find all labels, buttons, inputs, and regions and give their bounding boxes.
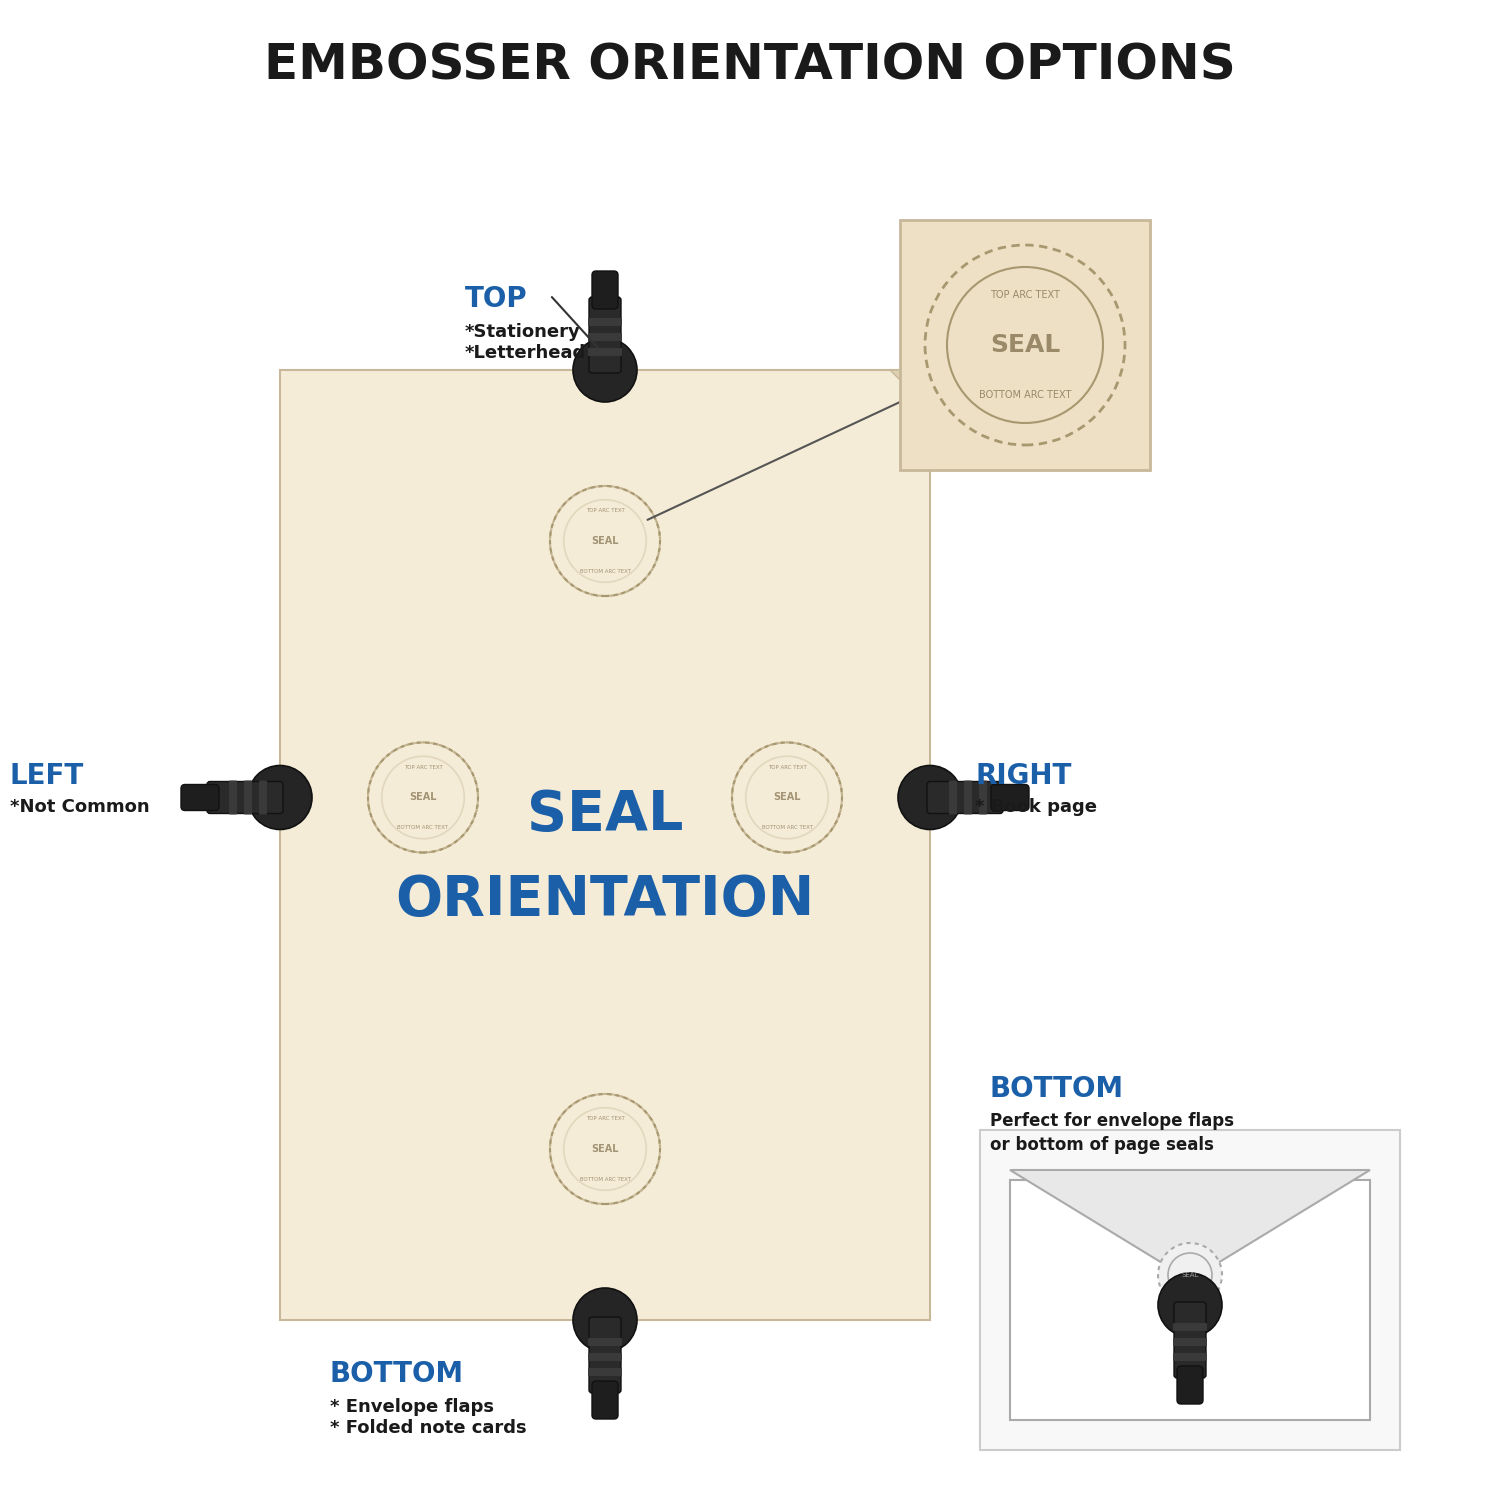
Text: * Envelope flaps
* Folded note cards: * Envelope flaps * Folded note cards bbox=[330, 1398, 526, 1437]
Text: TOP ARC TEXT: TOP ARC TEXT bbox=[585, 509, 624, 513]
Circle shape bbox=[1158, 1274, 1222, 1336]
Polygon shape bbox=[1010, 1170, 1370, 1280]
FancyBboxPatch shape bbox=[992, 784, 1029, 810]
FancyBboxPatch shape bbox=[592, 272, 618, 309]
Text: ORIENTATION: ORIENTATION bbox=[396, 873, 814, 927]
Text: TOP ARC TEXT: TOP ARC TEXT bbox=[404, 765, 442, 770]
FancyBboxPatch shape bbox=[260, 780, 267, 814]
Circle shape bbox=[898, 765, 962, 830]
Text: LEFT: LEFT bbox=[10, 762, 84, 790]
FancyBboxPatch shape bbox=[592, 1382, 618, 1419]
Text: SEAL: SEAL bbox=[1182, 1272, 1198, 1278]
Text: EMBOSSER ORIENTATION OPTIONS: EMBOSSER ORIENTATION OPTIONS bbox=[264, 40, 1236, 88]
FancyBboxPatch shape bbox=[588, 318, 622, 326]
Text: TOP ARC TEXT: TOP ARC TEXT bbox=[990, 290, 1060, 300]
FancyBboxPatch shape bbox=[588, 348, 622, 355]
FancyBboxPatch shape bbox=[590, 1317, 621, 1394]
Text: TOP ARC TEXT: TOP ARC TEXT bbox=[585, 1116, 624, 1122]
Text: BOTTOM: BOTTOM bbox=[330, 1360, 464, 1388]
Text: SEAL: SEAL bbox=[990, 333, 1060, 357]
FancyBboxPatch shape bbox=[588, 1338, 622, 1346]
FancyBboxPatch shape bbox=[980, 1130, 1400, 1450]
FancyBboxPatch shape bbox=[182, 784, 219, 810]
Text: * Book page: * Book page bbox=[975, 798, 1096, 816]
FancyBboxPatch shape bbox=[1173, 1323, 1208, 1330]
Circle shape bbox=[550, 486, 660, 596]
Text: TOP ARC TEXT: TOP ARC TEXT bbox=[768, 765, 807, 770]
FancyBboxPatch shape bbox=[244, 780, 252, 814]
Text: SEAL: SEAL bbox=[526, 788, 682, 842]
Circle shape bbox=[926, 244, 1125, 446]
Text: BOTTOM ARC TEXT: BOTTOM ARC TEXT bbox=[579, 1178, 630, 1182]
FancyBboxPatch shape bbox=[900, 220, 1150, 470]
FancyBboxPatch shape bbox=[1173, 1353, 1208, 1360]
Text: *Not Common: *Not Common bbox=[10, 798, 150, 816]
FancyBboxPatch shape bbox=[588, 1353, 622, 1360]
Circle shape bbox=[573, 338, 638, 402]
FancyBboxPatch shape bbox=[980, 780, 987, 814]
Circle shape bbox=[732, 742, 842, 852]
Text: Perfect for envelope flaps
or bottom of page seals: Perfect for envelope flaps or bottom of … bbox=[990, 1112, 1234, 1154]
Text: SEAL: SEAL bbox=[591, 536, 618, 546]
FancyBboxPatch shape bbox=[927, 782, 1004, 813]
Text: BOTTOM ARC TEXT: BOTTOM ARC TEXT bbox=[398, 825, 448, 831]
Text: SEAL: SEAL bbox=[591, 1144, 618, 1154]
Circle shape bbox=[368, 742, 478, 852]
FancyBboxPatch shape bbox=[950, 780, 957, 814]
Text: TOP: TOP bbox=[465, 285, 528, 314]
Text: BOTTOM: BOTTOM bbox=[990, 1076, 1124, 1102]
FancyBboxPatch shape bbox=[280, 370, 930, 1320]
FancyBboxPatch shape bbox=[230, 780, 237, 814]
FancyBboxPatch shape bbox=[207, 782, 284, 813]
FancyBboxPatch shape bbox=[1178, 1366, 1203, 1404]
Circle shape bbox=[573, 1288, 638, 1352]
FancyBboxPatch shape bbox=[1173, 1338, 1208, 1346]
FancyBboxPatch shape bbox=[588, 1368, 622, 1376]
Text: SEAL: SEAL bbox=[410, 792, 436, 802]
FancyBboxPatch shape bbox=[590, 297, 621, 374]
Text: BOTTOM ARC TEXT: BOTTOM ARC TEXT bbox=[762, 825, 813, 831]
FancyBboxPatch shape bbox=[588, 333, 622, 340]
FancyBboxPatch shape bbox=[964, 780, 972, 814]
Text: *Stationery
*Letterhead: *Stationery *Letterhead bbox=[465, 322, 586, 362]
Text: SEAL: SEAL bbox=[774, 792, 801, 802]
Text: BOTTOM ARC TEXT: BOTTOM ARC TEXT bbox=[980, 390, 1071, 400]
Circle shape bbox=[550, 1094, 660, 1204]
Polygon shape bbox=[890, 370, 930, 410]
FancyBboxPatch shape bbox=[1174, 1302, 1206, 1378]
Text: BOTTOM ARC TEXT: BOTTOM ARC TEXT bbox=[579, 568, 630, 574]
Text: RIGHT: RIGHT bbox=[975, 762, 1071, 790]
Circle shape bbox=[248, 765, 312, 830]
FancyBboxPatch shape bbox=[1010, 1180, 1370, 1420]
Circle shape bbox=[1158, 1244, 1222, 1306]
